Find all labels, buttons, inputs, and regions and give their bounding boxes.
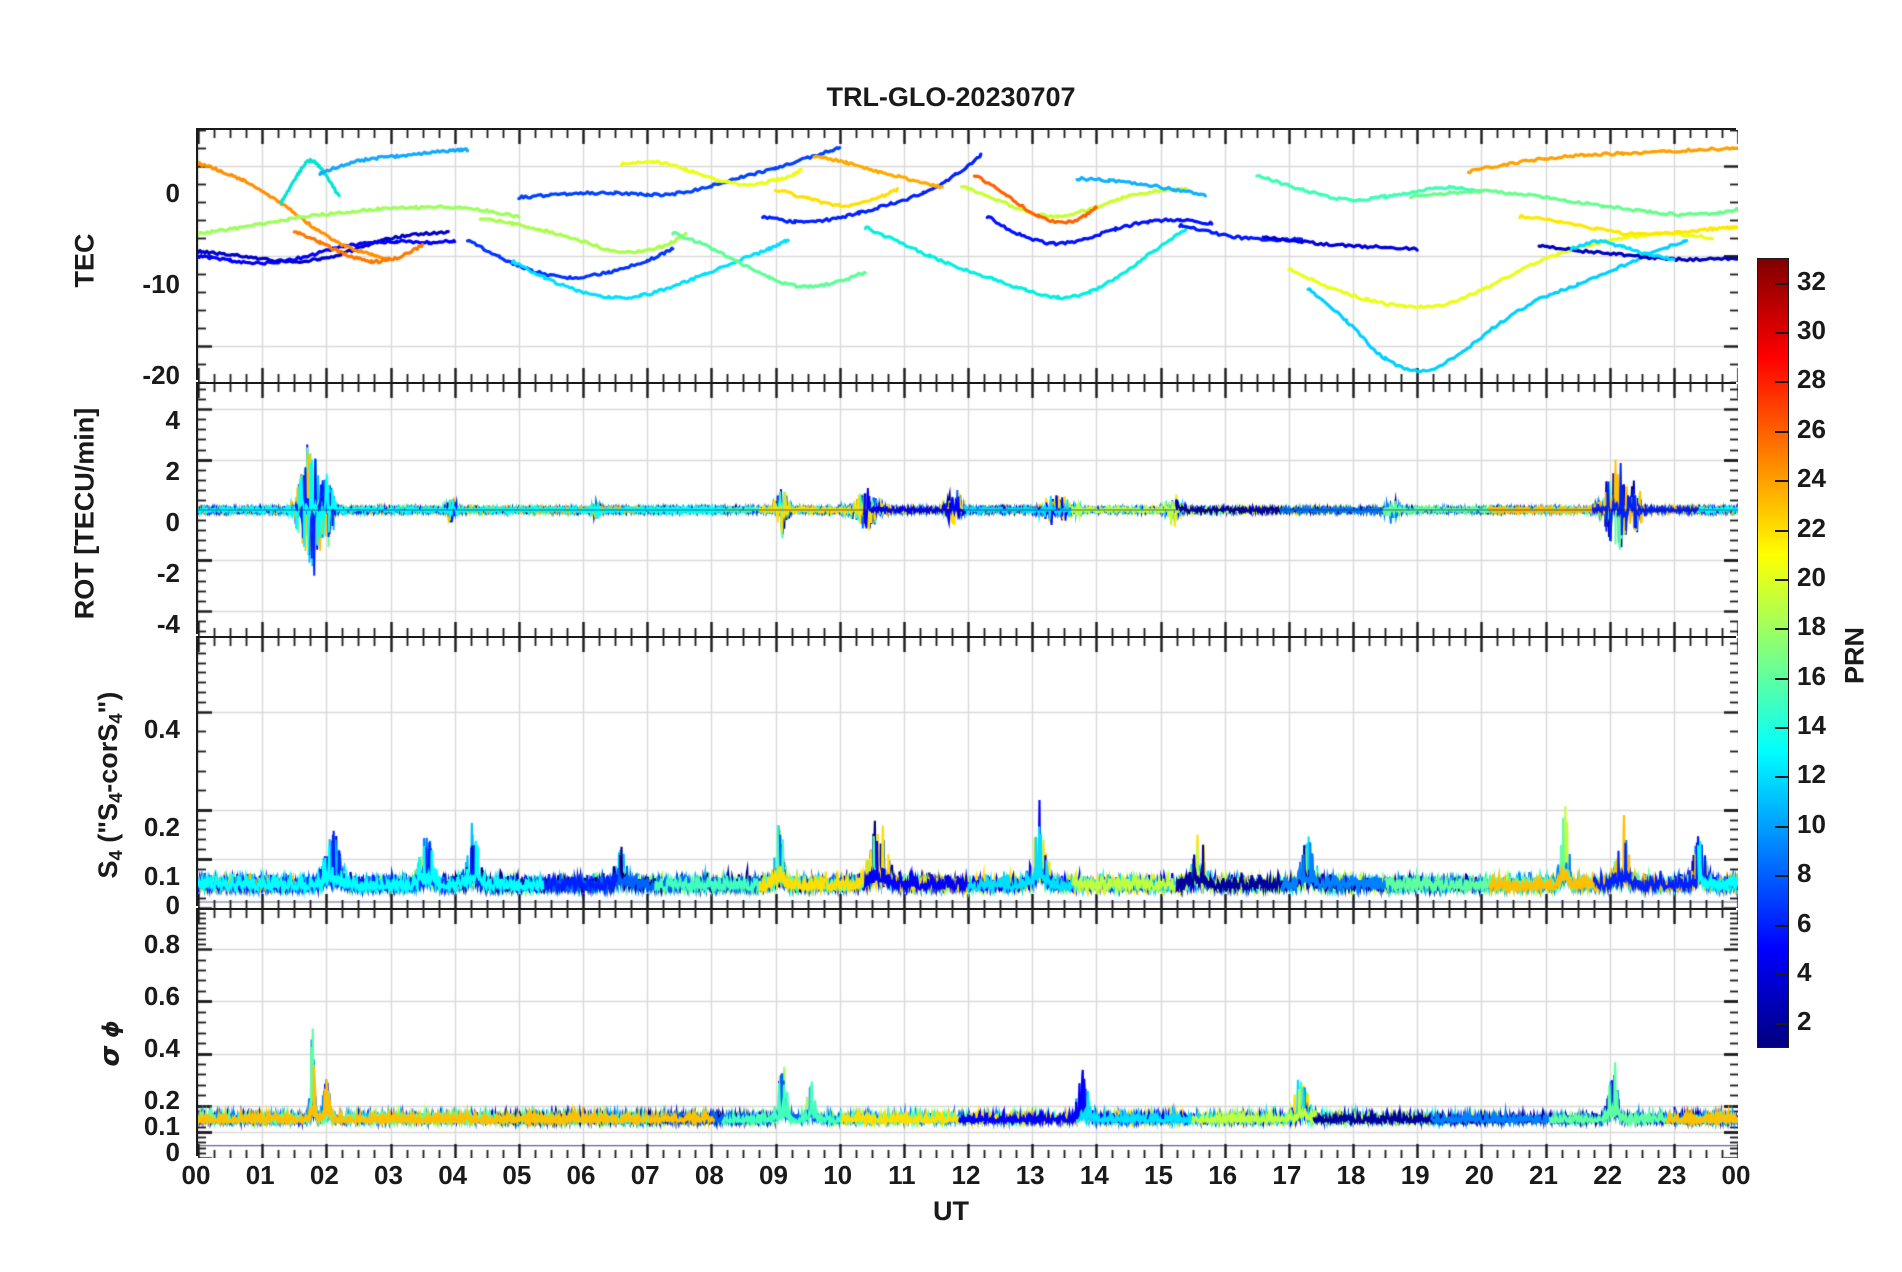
colorbar-tick: 22 bbox=[1797, 512, 1826, 543]
colorbar-tick: 18 bbox=[1797, 611, 1826, 642]
x-tick-08: 08 bbox=[694, 1160, 724, 1190]
colorbar-tick-mark bbox=[1775, 628, 1789, 631]
x-tick-18: 18 bbox=[1336, 1160, 1366, 1190]
colorbar-tick-mark bbox=[1775, 480, 1789, 483]
colorbar-tick-mark bbox=[1775, 529, 1789, 532]
x-tick-14: 14 bbox=[1079, 1160, 1109, 1190]
x-tick-10: 10 bbox=[823, 1160, 853, 1190]
colorbar-tick: 32 bbox=[1797, 265, 1826, 296]
x-tick-17: 17 bbox=[1272, 1160, 1302, 1190]
page-title: TRL-GLO-20230707 bbox=[826, 82, 1076, 112]
x-tick-02: 02 bbox=[309, 1160, 339, 1190]
sigma-phi-ytick: 0.1 bbox=[143, 1111, 180, 1141]
tec-ytick: -20 bbox=[142, 360, 180, 390]
colorbar-tick-mark bbox=[1775, 924, 1789, 927]
x-tick-01: 01 bbox=[245, 1160, 275, 1190]
s4-ytick: 0 bbox=[165, 890, 180, 920]
s4-panel bbox=[196, 636, 1738, 908]
prn-colorbar bbox=[1757, 258, 1789, 1048]
x-tick-06: 06 bbox=[566, 1160, 596, 1190]
colorbar-tick: 16 bbox=[1797, 660, 1826, 691]
x-tick-20: 20 bbox=[1464, 1160, 1494, 1190]
x-tick-00: 00 bbox=[1721, 1160, 1751, 1190]
rot-ytick: 4 bbox=[165, 405, 180, 435]
rot-panel bbox=[196, 382, 1738, 636]
colorbar-tick-mark bbox=[1775, 825, 1789, 828]
colorbar-label: PRN bbox=[1839, 627, 1870, 685]
colorbar-tick: 4 bbox=[1797, 956, 1812, 987]
sigma-phi-ytick: 0 bbox=[165, 1137, 180, 1167]
x-tick-04: 04 bbox=[438, 1160, 468, 1190]
colorbar-tick-mark bbox=[1775, 875, 1789, 878]
tec-ytick: -10 bbox=[142, 269, 180, 299]
x-tick-21: 21 bbox=[1529, 1160, 1558, 1190]
sigma-phi-ytick: 0.8 bbox=[143, 929, 180, 959]
colorbar-tick: 14 bbox=[1797, 710, 1826, 741]
x-tick-07: 07 bbox=[630, 1160, 660, 1190]
colorbar-tick-mark bbox=[1775, 282, 1789, 285]
colorbar-tick: 6 bbox=[1797, 907, 1812, 938]
colorbar-tick-mark bbox=[1775, 1023, 1789, 1026]
colorbar-tick: 12 bbox=[1797, 759, 1826, 790]
rot-ytick: -4 bbox=[156, 609, 180, 639]
colorbar-tick-mark bbox=[1775, 578, 1789, 581]
tec-ytick: 0 bbox=[165, 178, 180, 208]
sigma-phi-ytick: 0.6 bbox=[143, 981, 180, 1011]
sigma-phi-ytick: 0.2 bbox=[143, 1085, 180, 1115]
x-tick-15: 15 bbox=[1144, 1160, 1173, 1190]
colorbar-tick-mark bbox=[1775, 430, 1789, 433]
colorbar-tick-mark bbox=[1775, 973, 1789, 976]
x-tick-00: 00 bbox=[181, 1160, 211, 1190]
colorbar-tick: 2 bbox=[1797, 1006, 1812, 1037]
rot-ytick: -2 bbox=[156, 558, 180, 588]
colorbar-tick: 30 bbox=[1797, 315, 1826, 346]
s4-ytick: 0.1 bbox=[143, 861, 180, 891]
colorbar-tick: 10 bbox=[1797, 808, 1826, 839]
colorbar-tick: 24 bbox=[1797, 463, 1826, 494]
rot-ytick: 0 bbox=[165, 507, 180, 537]
x-tick-09: 09 bbox=[759, 1160, 788, 1190]
colorbar-tick: 28 bbox=[1797, 364, 1826, 395]
tec-panel bbox=[196, 128, 1738, 382]
rot-ytick: 2 bbox=[165, 456, 180, 486]
s4-ytick: 0.2 bbox=[143, 812, 180, 842]
s4-ytick: 0.4 bbox=[143, 714, 180, 744]
x-tick-22: 22 bbox=[1593, 1160, 1623, 1190]
x-axis-label: UT bbox=[933, 1196, 969, 1226]
colorbar-tick-mark bbox=[1775, 677, 1789, 680]
x-tick-16: 16 bbox=[1208, 1160, 1238, 1190]
x-tick-03: 03 bbox=[374, 1160, 403, 1190]
x-tick-11: 11 bbox=[888, 1160, 916, 1190]
x-tick-13: 13 bbox=[1015, 1160, 1045, 1190]
colorbar-tick-mark bbox=[1775, 332, 1789, 335]
x-tick-12: 12 bbox=[951, 1160, 981, 1190]
sigma-phi-panel bbox=[196, 908, 1738, 1158]
colorbar-tick-mark bbox=[1775, 776, 1789, 779]
x-tick-23: 23 bbox=[1657, 1160, 1687, 1190]
colorbar-tick: 26 bbox=[1797, 413, 1826, 444]
x-tick-05: 05 bbox=[502, 1160, 532, 1190]
colorbar-tick-mark bbox=[1775, 381, 1789, 384]
sigma-phi-ytick: 0.4 bbox=[143, 1033, 180, 1063]
colorbar-tick: 20 bbox=[1797, 561, 1826, 592]
colorbar-tick-mark bbox=[1775, 727, 1789, 730]
x-tick-19: 19 bbox=[1400, 1160, 1430, 1190]
colorbar-tick: 8 bbox=[1797, 858, 1812, 889]
